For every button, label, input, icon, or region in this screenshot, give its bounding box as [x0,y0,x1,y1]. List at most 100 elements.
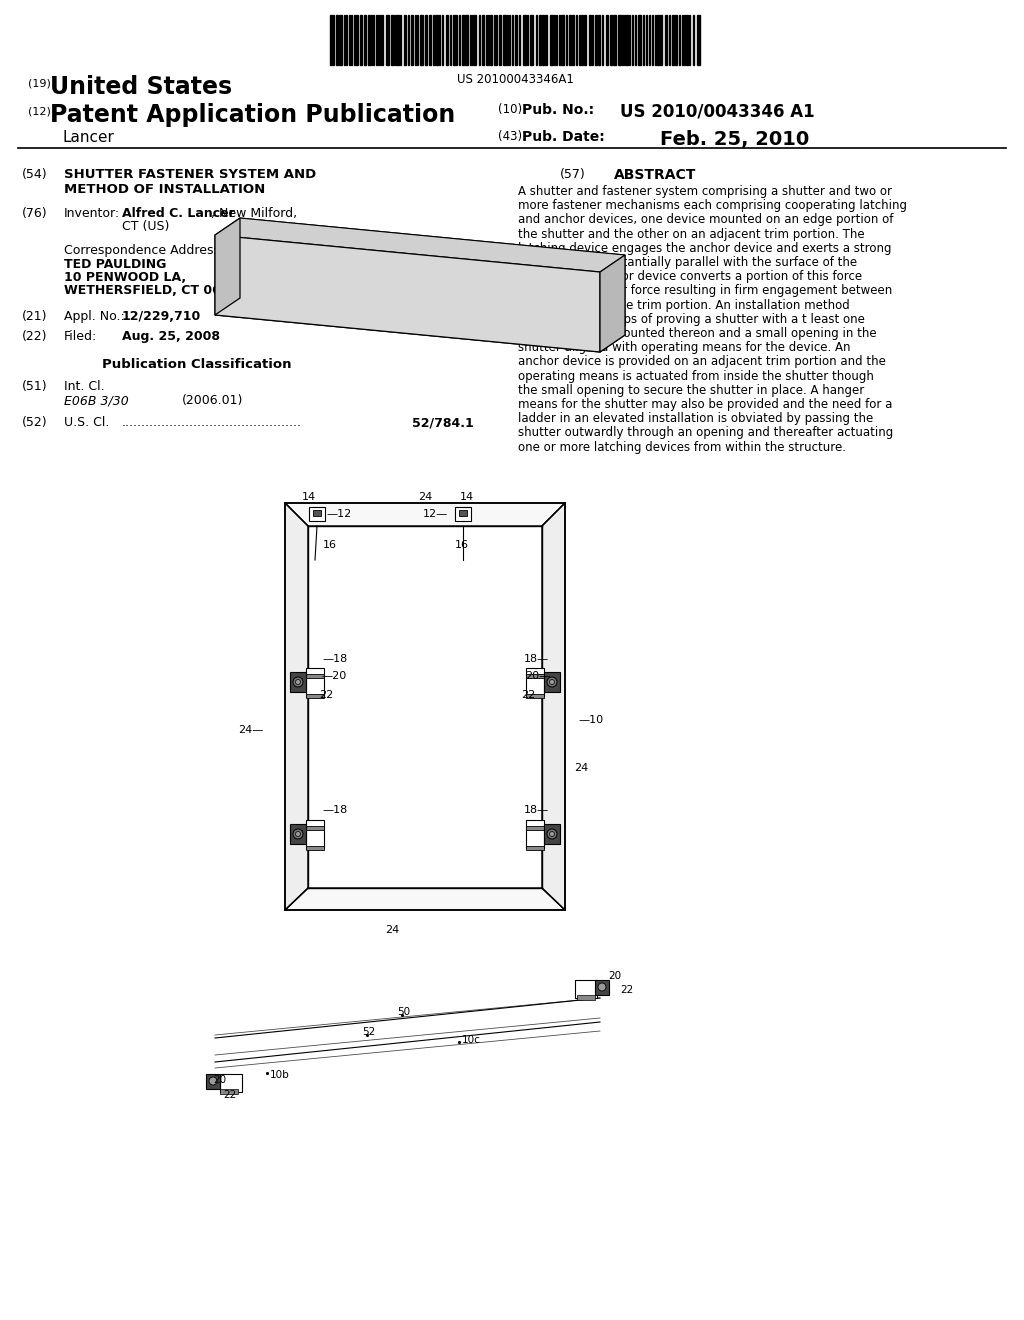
Bar [306,675,324,678]
Bar [313,510,321,516]
Bar [626,15,628,65]
Bar [368,15,370,65]
Bar [526,675,544,678]
Bar [290,672,306,692]
Text: Filed:: Filed: [63,330,97,343]
Text: E06B 3/30: E06B 3/30 [63,393,129,407]
Bar [561,15,564,65]
Text: 20: 20 [608,972,622,981]
Text: 14: 14 [302,492,316,502]
Text: Int. Cl.: Int. Cl. [63,380,104,393]
Polygon shape [215,218,240,315]
Bar [526,694,544,698]
Bar [665,15,667,65]
Circle shape [209,1077,217,1085]
Text: Appl. No.:: Appl. No.: [63,310,125,323]
Bar [530,15,534,65]
Text: US 20100043346A1: US 20100043346A1 [457,73,573,86]
Bar [330,15,332,65]
Text: (51): (51) [22,380,48,393]
Text: (2006.01): (2006.01) [182,393,244,407]
Text: ABSTRACT: ABSTRACT [613,168,696,182]
Text: 52/784.1: 52/784.1 [412,416,474,429]
Text: (43): (43) [498,129,522,143]
Bar [550,15,553,65]
Bar [595,15,597,65]
Bar [339,15,342,65]
Text: one or more latching devices from within the structure.: one or more latching devices from within… [518,441,846,454]
Text: latching device mounted thereon and a small opening in the: latching device mounted thereon and a sm… [518,327,877,341]
Text: A shutter and fastener system comprising a shutter and two or: A shutter and fastener system comprising… [518,185,892,198]
Bar [542,15,544,65]
Bar [606,15,608,65]
Bar [306,820,324,847]
Circle shape [296,680,300,685]
Bar [309,507,325,521]
Text: comprises the steps of proving a shutter with a t least one: comprises the steps of proving a shutter… [518,313,865,326]
Text: —20: —20 [321,671,346,681]
Text: 22: 22 [620,985,633,995]
Text: (54): (54) [22,168,48,181]
Text: the shutter and the other on an adjacent trim portion. The: the shutter and the other on an adjacent… [518,227,864,240]
Bar [638,15,641,65]
Polygon shape [542,503,565,909]
Bar [429,15,431,65]
Text: 14: 14 [460,492,474,502]
Text: 22: 22 [223,1090,237,1100]
Text: more fastener mechanisms each comprising cooperating latching: more fastener mechanisms each comprising… [518,199,907,213]
Text: 50: 50 [397,1007,411,1016]
Text: (22): (22) [22,330,47,343]
Text: METHOD OF INSTALLATION: METHOD OF INSTALLATION [63,183,265,195]
Text: 24: 24 [385,925,399,935]
Text: to a perpendicular force resulting in firm engagement between: to a perpendicular force resulting in fi… [518,284,892,297]
Bar [545,15,547,65]
Bar [411,15,413,65]
Text: .............................................: ........................................… [122,416,302,429]
Text: Aug. 25, 2008: Aug. 25, 2008 [122,330,220,343]
Text: —10: —10 [578,715,603,725]
Bar [595,979,609,995]
Bar [396,15,399,65]
Bar [474,15,476,65]
Polygon shape [215,298,625,352]
Text: operating means is actuated from inside the shutter though: operating means is actuated from inside … [518,370,873,383]
Text: 12/229,710: 12/229,710 [122,310,202,323]
Bar [455,507,471,521]
Bar [526,820,544,847]
Text: (12): (12) [28,106,51,116]
Bar [360,15,362,65]
Circle shape [547,677,557,686]
Text: 22: 22 [319,690,333,700]
Polygon shape [240,218,625,335]
Bar [459,510,467,516]
Text: ladder in an elevated installation is obviated by passing the: ladder in an elevated installation is ob… [518,412,873,425]
Bar [420,15,423,65]
Text: Lancer: Lancer [62,129,114,145]
Text: (52): (52) [22,416,48,429]
Bar [499,15,501,65]
Bar [220,1074,242,1092]
Text: 10 PENWOOD LA,: 10 PENWOOD LA, [63,271,186,284]
Polygon shape [215,218,625,272]
Bar [672,15,674,65]
Text: US 2010/0043346 A1: US 2010/0043346 A1 [620,103,815,121]
Text: 10b: 10b [270,1071,290,1080]
Polygon shape [285,888,565,909]
Text: 16: 16 [323,540,337,550]
Text: Feb. 25, 2010: Feb. 25, 2010 [660,129,809,149]
Bar [660,15,662,65]
Bar [446,15,449,65]
Bar [306,826,324,830]
Text: 24: 24 [574,763,588,774]
Text: 22: 22 [521,690,536,700]
Text: Patent Application Publication: Patent Application Publication [50,103,456,127]
Text: the small opening to secure the shutter in place. A hanger: the small opening to secure the shutter … [518,384,864,397]
Text: (19): (19) [28,78,51,88]
Circle shape [296,832,300,837]
Text: —18: —18 [322,653,347,664]
Text: (10): (10) [498,103,522,116]
Text: Pub. Date:: Pub. Date: [522,129,605,144]
Text: 10c: 10c [462,1035,481,1045]
Text: 18—: 18— [524,653,549,664]
Bar [482,15,484,65]
